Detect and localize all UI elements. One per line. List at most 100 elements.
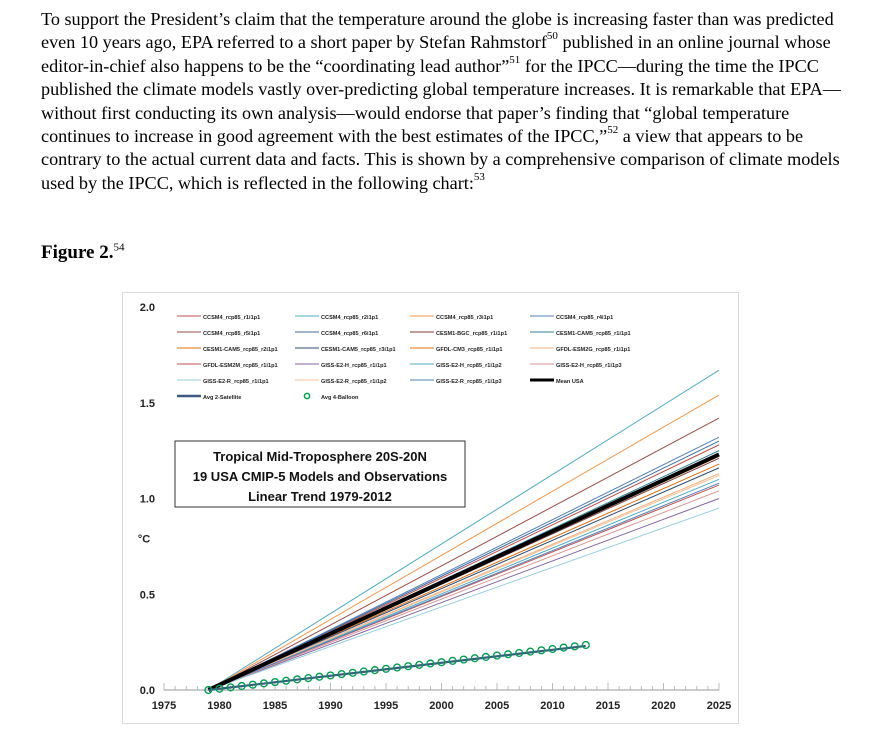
balloon-data-point: [226, 683, 235, 692]
model-series-line: [208, 417, 720, 691]
balloon-data-point: [370, 666, 380, 675]
paragraph-text-3: for the IPCC—during the time the IPCC pu…: [41, 55, 841, 147]
balloon-data-point: [215, 684, 224, 693]
balloon-data-point: [237, 681, 246, 691]
model-series-line: [208, 467, 720, 691]
balloon-data-point: [315, 672, 324, 681]
footnote-ref-53[interactable]: 53: [473, 170, 485, 183]
balloon-data-point: [348, 668, 357, 677]
model-series-line: [208, 507, 720, 691]
y-tick-label: 0.0: [140, 685, 155, 697]
balloon-data-point: [448, 656, 457, 665]
legend-label: CCSM4_rcp85_r6i1p1: [321, 331, 378, 337]
legend-label: GFDL-CM3_rcp85_r1i1p1: [436, 347, 503, 353]
chart-frame: 0.0 0.5 1.0 1.5 2.0 °C 1975 1980 1985 1990 1995 200…: [122, 292, 739, 724]
model-series-line: [208, 394, 720, 691]
footnote-ref-51[interactable]: 51: [509, 53, 521, 66]
balloon-data-point: [337, 670, 346, 679]
balloon-data-point: [570, 642, 579, 651]
x-tick-label: 1975: [152, 700, 176, 712]
balloon-data-point: [381, 664, 391, 673]
paragraph-text-2: published in an online journal whose edi…: [41, 32, 831, 76]
legend-label: CCSM4_rcp85_r2i1p1: [321, 315, 378, 321]
balloon-data-point: [492, 651, 502, 660]
figure-title: Figure 2.54: [41, 242, 124, 264]
chart-title-line: 19 USA CMIP-5 Models and Observations: [193, 469, 448, 484]
model-series-line: [208, 369, 720, 691]
x-tick-label: 2015: [596, 700, 620, 712]
x-tick-label: 1990: [318, 700, 342, 712]
y-axis-label: °C: [138, 534, 150, 546]
footnote-ref-54[interactable]: 54: [113, 241, 125, 254]
legend-label: GISS-E2-R_rcp85_r1i1p1: [203, 379, 269, 385]
legend-label: CCSM4_rcp85_r5i1p1: [203, 331, 260, 337]
model-series-line: [208, 440, 720, 691]
y-tick-label: 1.5: [140, 398, 155, 410]
model-series-line: [208, 498, 720, 691]
legend-label: CESM1-CAM5_rcp85_r2i1p1: [203, 347, 278, 353]
chart-title-box: [174, 440, 466, 508]
chart-title-line: Linear Trend 1979-2012: [248, 489, 392, 504]
x-tick-label: 2000: [429, 700, 453, 712]
legend-label: GISS-E2-H_rcp85_r1i1p1: [321, 363, 387, 369]
body-paragraph: To support the President’s claim that th…: [41, 8, 841, 195]
balloon-data-point: [548, 644, 557, 654]
legend-label: GFDL-ESM2G_rcp85_r1i1p1: [556, 347, 630, 353]
legend-label: Mean USA: [556, 379, 584, 385]
balloon-data-point: [537, 646, 546, 655]
balloon-data-point: [459, 655, 468, 664]
balloon-data-point: [204, 685, 213, 695]
figure-label: Figure 2.: [41, 242, 114, 263]
legend-label: GISS-E2-R_rcp85_r1i1p3: [436, 379, 502, 385]
balloon-data-point: [504, 650, 513, 659]
model-series-line: [208, 490, 720, 691]
legend-label: CCSM4_rcp85_r3i1p1: [436, 315, 493, 321]
x-tick-label: 1980: [207, 700, 231, 712]
balloon-data-point: [481, 652, 491, 662]
legend-label: CESM1-BGC_rcp85_r1i1p1: [436, 331, 507, 337]
legend-label: GISS-E2-H_rcp85_r1i1p2: [436, 363, 502, 369]
balloon-data-point: [404, 662, 413, 671]
model-series-line: [208, 436, 720, 691]
balloon-data-point: [326, 671, 335, 680]
paragraph-text-4: a view that appears to be contrary to th…: [41, 126, 840, 193]
x-tick-label: 2005: [485, 700, 509, 712]
legend-swatch: [303, 392, 311, 400]
y-tick-label: 2.0: [140, 302, 155, 314]
balloon-data-point: [559, 643, 568, 652]
footnote-ref-52[interactable]: 52: [607, 123, 619, 136]
x-tick-label: 2020: [651, 700, 675, 712]
balloon-data-point: [359, 667, 368, 676]
x-tick-label: 1995: [374, 700, 398, 712]
mean-usa-line: [207, 452, 720, 692]
legend-label: Avg 2-Satellite: [203, 395, 241, 401]
model-series-line: [208, 475, 720, 691]
balloon-data-point: [415, 660, 424, 669]
model-series-line: [208, 478, 720, 691]
balloon-data-point: [259, 679, 269, 688]
legend-label: CCSM4_rcp85_r1i1p1: [203, 315, 260, 321]
legend-label: Avg 4-Balloon: [321, 395, 359, 401]
balloon-data-point: [248, 680, 257, 689]
model-series-line: [208, 482, 720, 691]
balloon-data-point: [470, 654, 479, 663]
legend-label: GISS-E2-R_rcp85_r1i1p2: [321, 379, 387, 385]
y-tick-label: 0.5: [140, 589, 155, 601]
x-tick-label: 2025: [707, 700, 731, 712]
footnote-ref-50[interactable]: 50: [546, 30, 558, 43]
legend-label: GFDL-ESM2M_rcp85_r1i1p1: [203, 363, 278, 369]
chart-title-line: Tropical Mid-Troposphere 20S-20N: [213, 449, 427, 464]
balloon-data-point: [270, 677, 280, 687]
balloon-data-point: [515, 648, 524, 658]
legend-label: CESM1-CAM5_rcp85_r3i1p1: [321, 347, 396, 353]
balloon-data-point: [282, 676, 291, 685]
paragraph-text-1: To support the President’s claim that th…: [41, 9, 834, 53]
y-tick-label: 1.0: [140, 494, 155, 506]
balloon-data-point: [581, 640, 590, 650]
legend-label: CCSM4_rcp85_r4i1p1: [556, 315, 613, 321]
x-tick-label: 1985: [263, 700, 287, 712]
balloon-data-point: [526, 647, 535, 656]
balloon-data-point: [426, 659, 435, 668]
legend-label: CESM1-CAM5_rcp85_r1i1p1: [556, 331, 631, 337]
balloon-data-point: [437, 658, 446, 667]
